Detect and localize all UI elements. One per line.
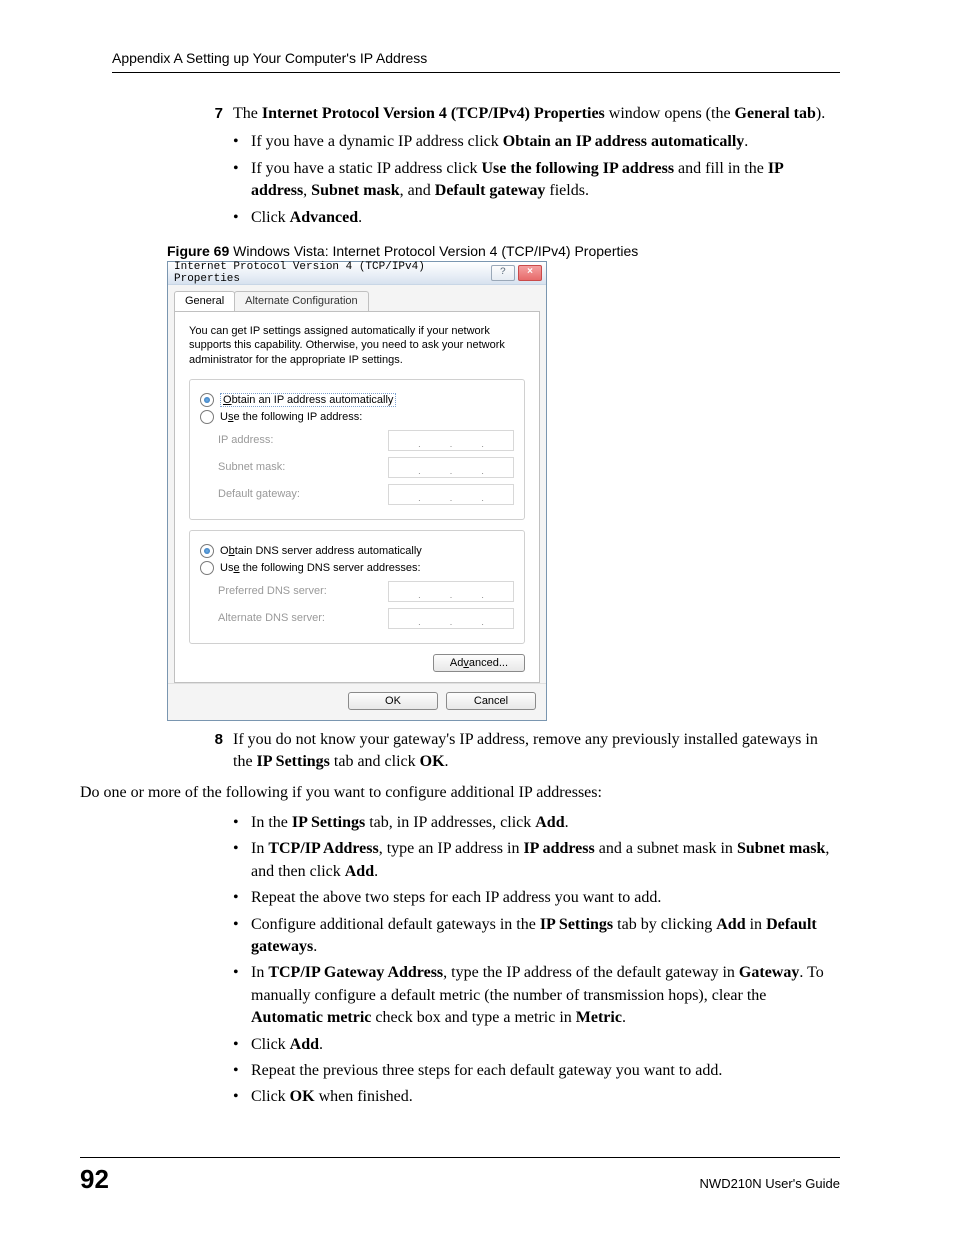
bullet-item: Repeat the above two steps for each IP a… bbox=[233, 887, 840, 909]
step-7-bullets: If you have a dynamic IP address click O… bbox=[233, 131, 840, 229]
tab-row: General Alternate Configuration bbox=[174, 291, 540, 311]
radio-icon bbox=[200, 393, 214, 407]
radio-icon bbox=[200, 410, 214, 424]
radio-icon bbox=[200, 544, 214, 558]
field-preferred-dns: Preferred DNS server: ... bbox=[200, 581, 514, 602]
window-buttons: ? × bbox=[491, 265, 542, 281]
ip-group: Obtain an IP address automatically Use t… bbox=[189, 379, 525, 520]
field-ip-address: IP address: ... bbox=[200, 430, 514, 451]
footer-row: 92 NWD210N User's Guide bbox=[80, 1164, 840, 1195]
content-area: 7 The Internet Protocol Version 4 (TCP/I… bbox=[195, 103, 840, 1109]
close-button[interactable]: × bbox=[518, 265, 542, 281]
cancel-button[interactable]: Cancel bbox=[446, 692, 536, 710]
advanced-button[interactable]: Advanced... bbox=[433, 654, 525, 672]
radio-obtain-dns-auto[interactable]: Obtain DNS server address automatically bbox=[200, 544, 514, 558]
paragraph: Do one or more of the following if you w… bbox=[80, 782, 840, 804]
ip-address-input[interactable]: ... bbox=[388, 430, 514, 451]
step-body: The Internet Protocol Version 4 (TCP/IPv… bbox=[233, 103, 840, 125]
field-subnet-mask: Subnet mask: ... bbox=[200, 457, 514, 478]
page-footer: 92 NWD210N User's Guide bbox=[80, 1157, 840, 1195]
advanced-row: Advanced... bbox=[189, 654, 525, 672]
bullet-item: Click Add. bbox=[233, 1034, 840, 1056]
dialog-titlebar: Internet Protocol Version 4 (TCP/IPv4) P… bbox=[168, 262, 546, 285]
ok-button[interactable]: OK bbox=[348, 692, 438, 710]
document-page: Appendix A Setting up Your Computer's IP… bbox=[0, 0, 954, 1235]
dialog-title: Internet Protocol Version 4 (TCP/IPv4) P… bbox=[174, 261, 491, 285]
guide-name: NWD210N User's Guide bbox=[700, 1176, 840, 1191]
dialog-description: You can get IP settings assigned automat… bbox=[189, 324, 525, 367]
appendix-header: Appendix A Setting up Your Computer's IP… bbox=[112, 50, 840, 66]
bullet-item: In TCP/IP Address, type an IP address in… bbox=[233, 838, 840, 883]
step-number: 8 bbox=[195, 729, 233, 774]
radio-label: Obtain an IP address automatically bbox=[220, 393, 396, 407]
bullet-item: Repeat the previous three steps for each… bbox=[233, 1060, 840, 1082]
bullet-item: In the IP Settings tab, in IP addresses,… bbox=[233, 812, 840, 834]
dns-group: Obtain DNS server address automatically … bbox=[189, 530, 525, 644]
radio-label: Use the following DNS server addresses: bbox=[220, 562, 421, 574]
radio-label: Use the following IP address: bbox=[220, 411, 362, 423]
bullet-item: If you have a static IP address click Us… bbox=[233, 158, 840, 203]
step-7: 7 The Internet Protocol Version 4 (TCP/I… bbox=[195, 103, 840, 125]
tab-general[interactable]: General bbox=[174, 291, 235, 311]
default-gateway-input[interactable]: ... bbox=[388, 484, 514, 505]
radio-obtain-ip-auto[interactable]: Obtain an IP address automatically bbox=[200, 393, 514, 407]
dialog-button-row: OK Cancel bbox=[168, 683, 546, 720]
alternate-dns-input[interactable]: ... bbox=[388, 608, 514, 629]
tab-panel: You can get IP settings assigned automat… bbox=[174, 311, 540, 683]
bullet-item: Configure additional default gateways in… bbox=[233, 914, 840, 959]
figure-caption: Figure 69 Windows Vista: Internet Protoc… bbox=[167, 243, 840, 259]
field-alternate-dns: Alternate DNS server: ... bbox=[200, 608, 514, 629]
step-8: 8 If you do not know your gateway's IP a… bbox=[195, 729, 840, 774]
preferred-dns-input[interactable]: ... bbox=[388, 581, 514, 602]
field-default-gateway: Default gateway: ... bbox=[200, 484, 514, 505]
tab-alternate-config[interactable]: Alternate Configuration bbox=[234, 291, 369, 311]
step-body: If you do not know your gateway's IP add… bbox=[233, 729, 840, 774]
bullet-item: Click Advanced. bbox=[233, 207, 840, 229]
help-button[interactable]: ? bbox=[491, 265, 515, 281]
bullet-item: If you have a dynamic IP address click O… bbox=[233, 131, 840, 153]
radio-label: Obtain DNS server address automatically bbox=[220, 545, 422, 557]
step-number: 7 bbox=[195, 103, 233, 125]
tabs-area: General Alternate Configuration You can … bbox=[168, 285, 546, 683]
radio-icon bbox=[200, 561, 214, 575]
footer-rule bbox=[80, 1157, 840, 1158]
page-number: 92 bbox=[80, 1164, 109, 1195]
bullet-item: Click OK when finished. bbox=[233, 1086, 840, 1108]
bullet-item: In TCP/IP Gateway Address, type the IP a… bbox=[233, 962, 840, 1029]
tcpip-properties-dialog: Internet Protocol Version 4 (TCP/IPv4) P… bbox=[167, 261, 547, 721]
radio-use-ip[interactable]: Use the following IP address: bbox=[200, 410, 514, 424]
radio-use-dns[interactable]: Use the following DNS server addresses: bbox=[200, 561, 514, 575]
config-bullets: In the IP Settings tab, in IP addresses,… bbox=[233, 812, 840, 1109]
subnet-mask-input[interactable]: ... bbox=[388, 457, 514, 478]
header-rule bbox=[112, 72, 840, 73]
